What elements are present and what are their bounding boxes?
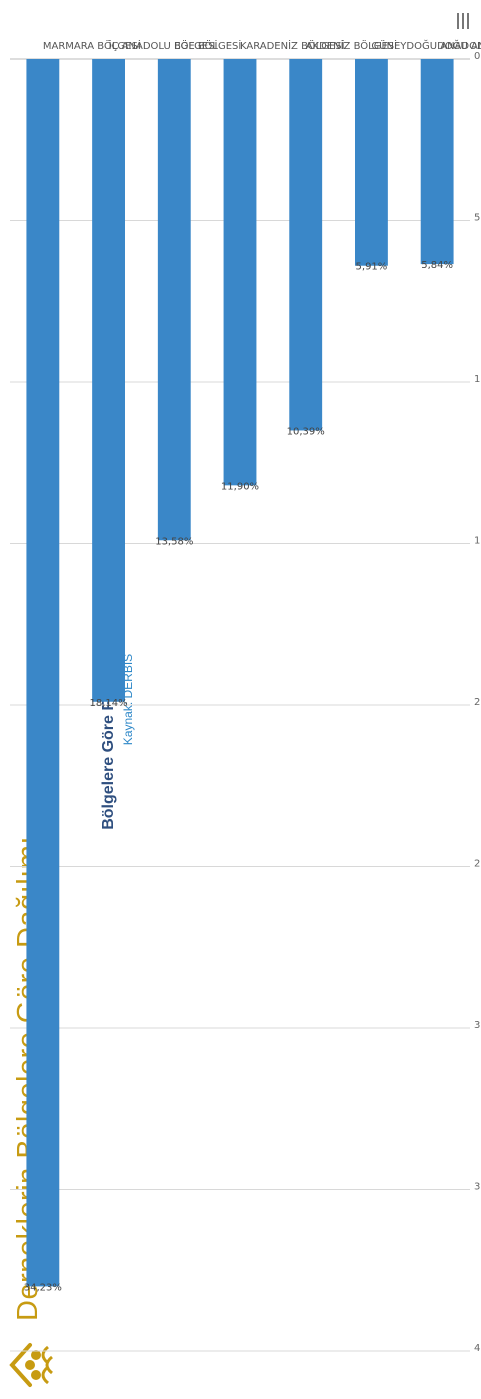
y-tick-label: 40000 bbox=[474, 1343, 481, 1354]
data-label: 5,91% bbox=[356, 262, 388, 273]
data-label: 5,84% bbox=[421, 260, 453, 271]
bar bbox=[92, 59, 126, 702]
category-label: MARMARA BÖLGESİ bbox=[43, 39, 141, 52]
bar bbox=[26, 58, 60, 1287]
bar bbox=[420, 58, 454, 265]
bar bbox=[289, 59, 323, 431]
data-label: 10,39% bbox=[287, 426, 325, 437]
data-label: 11,90% bbox=[221, 481, 259, 492]
category-label: EGE BÖLGESİ bbox=[174, 39, 241, 52]
y-tick-label: 15000 bbox=[474, 536, 481, 547]
bar bbox=[223, 59, 257, 486]
y-tick-label: 35000 bbox=[474, 1182, 481, 1193]
association-logo-icon bbox=[9, 1343, 53, 1387]
y-tick-label: 25000 bbox=[474, 859, 481, 870]
bar bbox=[157, 59, 191, 541]
y-tick-label: 5000 bbox=[474, 213, 481, 224]
bar bbox=[355, 58, 388, 266]
y-tick-label: 20000 bbox=[474, 697, 481, 708]
category-label: İÇ ANADOLU BÖLGESİ bbox=[109, 39, 218, 52]
data-label: 13,58% bbox=[155, 536, 193, 547]
y-tick-label: 30000 bbox=[474, 1020, 481, 1031]
category-label: GÜNEYDOĞU ANADOLU BÖLGESİ bbox=[371, 39, 481, 52]
data-label: 34,23% bbox=[24, 1282, 62, 1293]
chart-menu-icon[interactable] bbox=[456, 13, 470, 29]
y-tick-label: 10000 bbox=[474, 374, 481, 385]
y-tick-label: 0 bbox=[474, 51, 480, 62]
data-label: 18,14% bbox=[90, 698, 128, 709]
category-label: AKDENİZ BÖLGESİ bbox=[306, 39, 397, 52]
category-label: DOĞU ANADOLU BÖLGESİ bbox=[437, 39, 481, 52]
category-label: KARADENİZ BÖLGESİ bbox=[240, 39, 345, 52]
